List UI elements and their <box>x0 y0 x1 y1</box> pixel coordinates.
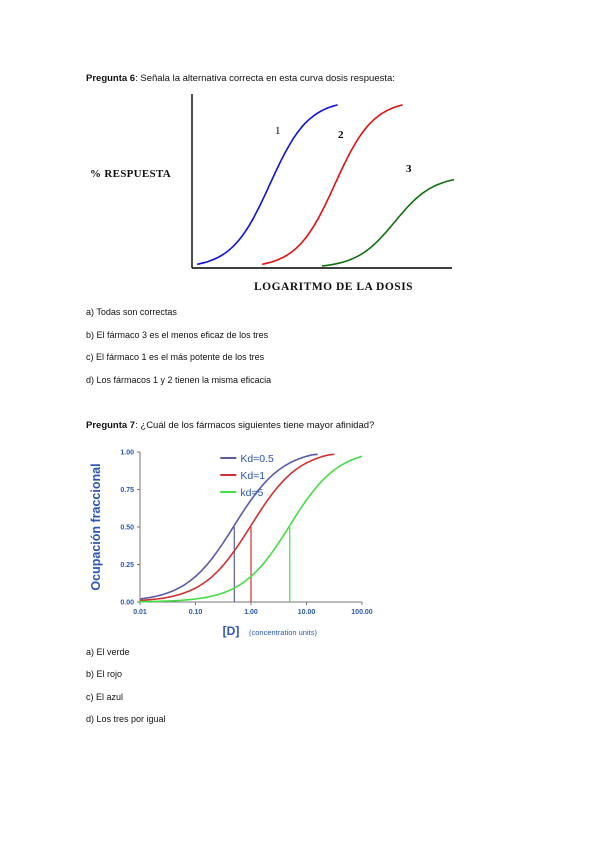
q6-option-b[interactable]: b) El fármaco 3 es el menos eficaz de lo… <box>86 330 269 340</box>
chart2-x-tick-label: 10.00 <box>298 609 316 616</box>
chart2-x-tick-label: 0.01 <box>133 609 147 616</box>
chart2-y-tick-label: 0.50 <box>120 525 134 532</box>
chart2-x-tick-label: 0.10 <box>189 609 203 616</box>
chart1-xlabel: LOGARITMO DE LA DOSIS <box>254 281 414 293</box>
chart2-y-tick-label: 1.00 <box>120 450 134 457</box>
chart1-series-line <box>262 104 403 266</box>
chart2-legend-label: kd=5 <box>240 487 263 499</box>
chart2-series-line <box>139 453 318 600</box>
chart2-xlabel: [D] <box>223 624 240 638</box>
q6-option-d[interactable]: d) Los fármacos 1 y 2 tienen la misma ef… <box>86 375 272 385</box>
q7-option-c[interactable]: c) El azul <box>86 692 124 702</box>
question-7-text: : ¿Cuál de los fármacos siguientes tiene… <box>135 420 375 431</box>
q7-option-b[interactable]: b) El rojo <box>86 669 123 679</box>
chart2-x-tick-label: 1.00 <box>244 609 258 616</box>
q6-option-a[interactable]: a) Todas son correctas <box>86 307 177 317</box>
chart2-series-line <box>139 453 335 602</box>
chart2-x-tick-label: 100.00 <box>351 609 373 616</box>
chart1-series-label: 3 <box>406 163 412 175</box>
chart1-ylabel: % RESPUESTA <box>90 168 172 180</box>
q6-option-c[interactable]: c) El fármaco 1 es el más potente de los… <box>86 352 265 362</box>
chart2-y-tick-label: 0.25 <box>120 562 134 569</box>
question-6-text: : Señala la alternativa correcta en esta… <box>135 73 395 84</box>
chart2-xlabel-units: (concentration units) <box>249 628 317 637</box>
question-6-label: Pregunta 6 <box>86 73 136 84</box>
chart2-y-tick-label: 0.00 <box>120 600 134 607</box>
chart2-ylabel: Ocupación fraccional <box>89 463 103 590</box>
question-7-label: Pregunta 7 <box>86 420 136 431</box>
occupancy-chart: 0.00 0.25 0.50 0.75 1.00 0.01 0.10 1.00 10.00 100… <box>89 450 373 639</box>
chart1-series-line <box>321 178 454 267</box>
question-7: Pregunta 7: ¿Cuál de los fármacos siguie… <box>86 420 374 431</box>
chart2-series-line <box>139 455 363 603</box>
question-6: Pregunta 6: Señala la alternativa correc… <box>86 73 395 84</box>
chart1-series-label: 2 <box>338 129 344 141</box>
chart2-legend-label: Kd=0.5 <box>240 453 274 465</box>
q7-option-a[interactable]: a) El verde <box>86 647 130 657</box>
chart2-y-tick-label: 0.75 <box>120 487 134 494</box>
q7-option-d[interactable]: d) Los tres por igual <box>86 714 166 724</box>
chart2-legend-label: Kd=1 <box>240 470 265 482</box>
chart1-series-line <box>197 104 338 266</box>
dose-response-chart: 1 2 3 <box>191 94 454 269</box>
chart1-series-label: 1 <box>275 125 281 137</box>
